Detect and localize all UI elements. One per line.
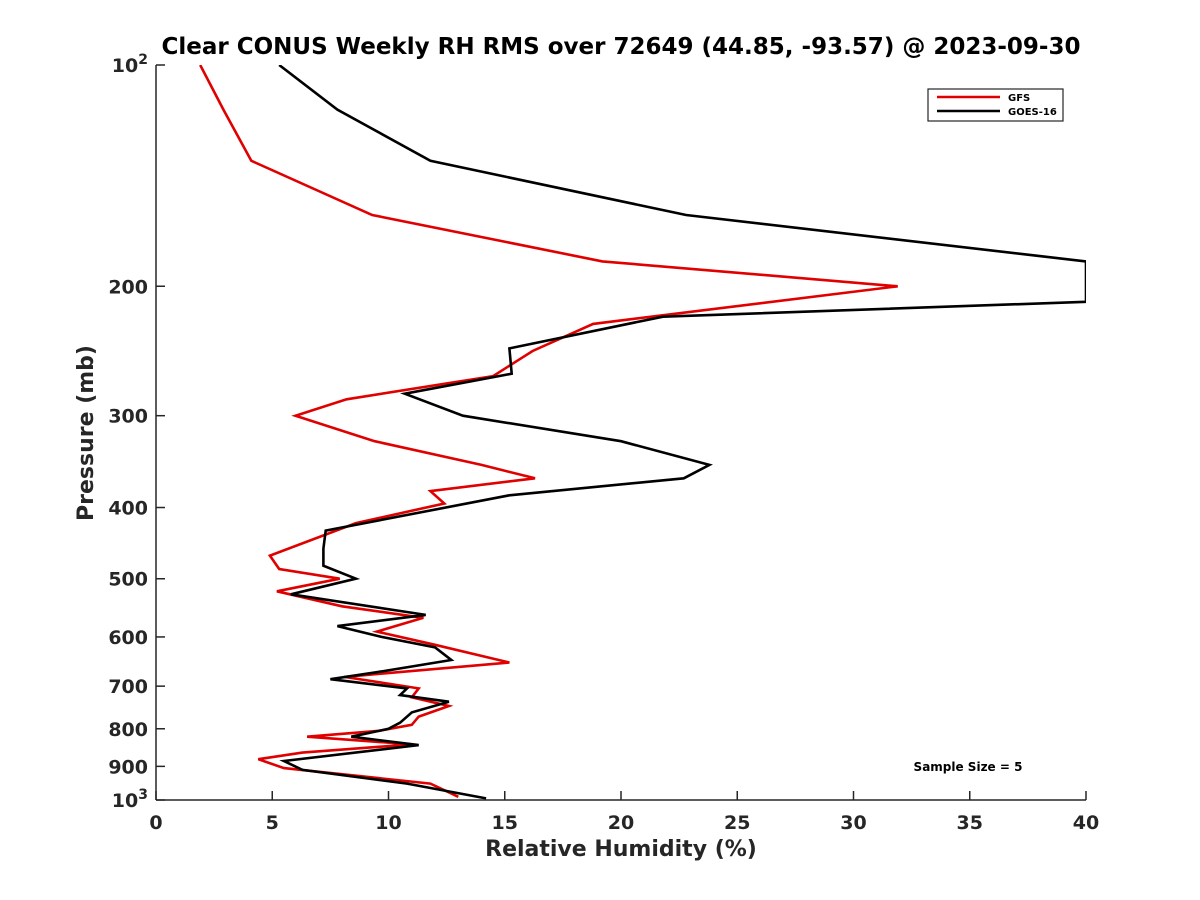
y-tick-label: 600 [108,627,148,649]
y-axis-title: Pressure (mb) [74,345,99,521]
y-tick-label: 800 [108,719,148,741]
y-tick-label: 400 [108,498,148,520]
axes-layer [155,64,1087,801]
y-tick-label: 200 [108,276,148,298]
x-tick-label: 15 [492,812,518,834]
x-tick-label: 35 [957,812,983,834]
plot-area [155,64,1087,801]
sample-size-annotation: Sample Size = 5 [914,760,1023,774]
legend: GFS GOES-16 [927,88,1064,122]
legend-label: GFS [1008,93,1030,104]
y-tick-labels: 102 200 300 400 500 600 700 800 900 103 [108,52,148,812]
x-tick-label: 25 [724,812,750,834]
x-tick-label: 5 [266,812,279,834]
y-tick-label: 500 [108,569,148,591]
x-axis-title: Relative Humidity (%) [485,837,757,862]
legend-box [927,88,1064,122]
x-tick-label: 0 [149,812,162,834]
series-line-goes-16 [278,65,1086,800]
series-layer [199,65,1086,800]
chart-title: Clear CONUS Weekly RH RMS over 72649 (44… [162,34,1081,60]
x-tick-label: 40 [1073,812,1099,834]
x-tick-label: 30 [840,812,866,834]
legend-label: GOES-16 [1008,107,1057,118]
x-tick-labels: 0 5 10 15 20 25 30 35 40 [149,812,1099,834]
y-tick-label: 300 [108,406,148,428]
x-tick-label: 10 [375,812,401,834]
y-tick-label: 103 [112,787,148,812]
y-tick-label: 700 [108,676,148,698]
x-tick-label: 20 [608,812,634,834]
y-tick-label: 102 [112,52,148,77]
y-tick-label: 900 [108,756,148,778]
